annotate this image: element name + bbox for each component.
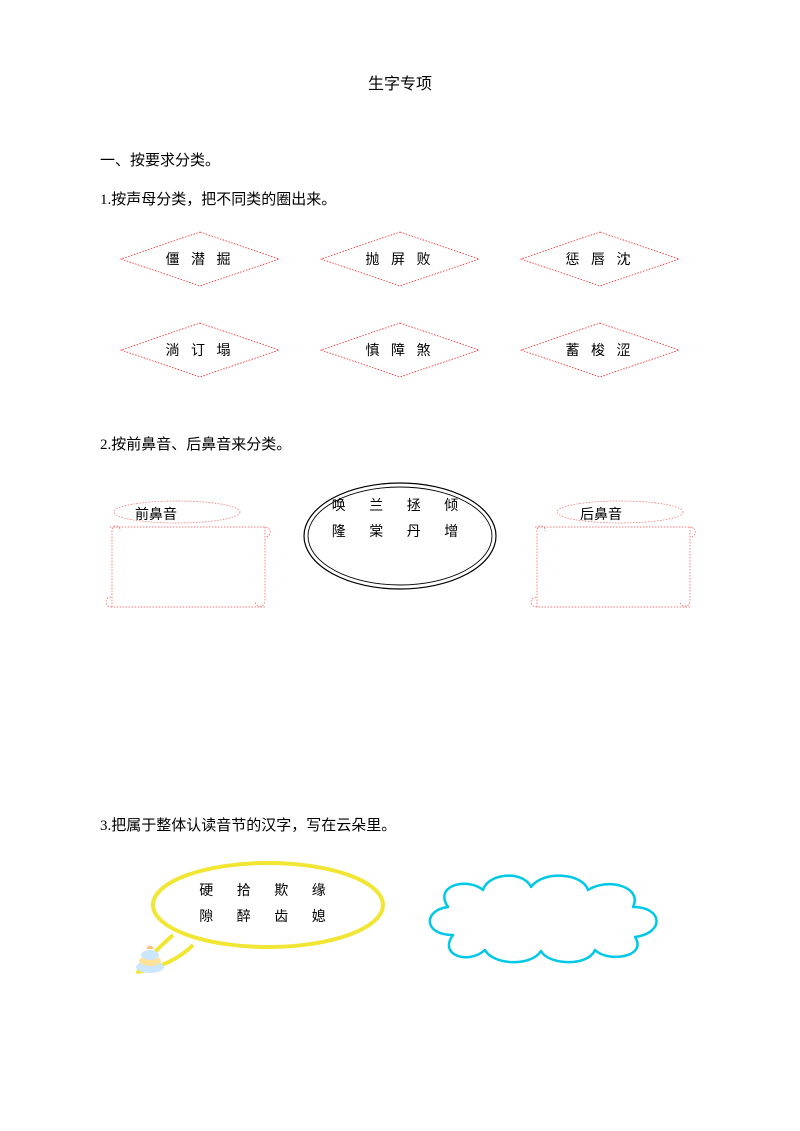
diamond-label: 淌 订 塌 (120, 322, 280, 378)
diamond-label: 僵 潜 掘 (120, 231, 280, 287)
center-oval: 唤 兰 拯 倾 隆 棠 丹 增 (300, 479, 500, 594)
q3-text: 3.把属于整体认读音节的汉字，写在云朵里。 (100, 814, 700, 835)
diamond-1-2: 抛 屏 败 (320, 231, 480, 287)
section1-heading: 一、按要求分类。 (100, 149, 700, 170)
back-nasal-label: 后鼻音 (580, 504, 622, 524)
answer-cloud (413, 865, 673, 970)
diamond-1-1: 僵 潜 掘 (120, 231, 280, 287)
diamond-label: 慎 障 煞 (320, 322, 480, 378)
center-line-1: 唤 兰 拯 倾 (332, 499, 469, 514)
page-title: 生字专项 (100, 70, 700, 94)
front-nasal-label: 前鼻音 (135, 504, 177, 524)
q1-text: 1.按声母分类，把不同类的圈出来。 (100, 188, 700, 209)
diamond-2-3: 蓄 梭 涩 (520, 322, 680, 378)
nasal-diagram: 前鼻音 唤 兰 拯 倾 隆 棠 丹 增 (100, 479, 700, 659)
balloon-line-1: 硬 拾 欺 缘 (199, 884, 336, 899)
cloud-row: 硬 拾 欺 缘 隙 醉 齿 媳 (100, 857, 700, 977)
diamond-label: 抛 屏 败 (320, 231, 480, 287)
center-line-2: 隆 棠 丹 增 (332, 525, 469, 540)
diamond-2-1: 淌 订 塌 (120, 322, 280, 378)
q2-text: 2.按前鼻音、后鼻音来分类。 (100, 433, 700, 454)
balloon-line-2: 隙 醉 齿 媳 (199, 910, 336, 925)
diamond-label: 惩 唇 沈 (520, 231, 680, 287)
diamond-row-2: 淌 订 塌 慎 障 煞 蓄 梭 涩 (100, 322, 700, 378)
speech-balloon: 硬 拾 欺 缘 隙 醉 齿 媳 (128, 857, 388, 977)
diamond-label: 蓄 梭 涩 (520, 322, 680, 378)
diamond-1-3: 惩 唇 沈 (520, 231, 680, 287)
diamond-row-1: 僵 潜 掘 抛 屏 败 惩 唇 沈 (100, 231, 700, 287)
diamond-2-2: 慎 障 煞 (320, 322, 480, 378)
